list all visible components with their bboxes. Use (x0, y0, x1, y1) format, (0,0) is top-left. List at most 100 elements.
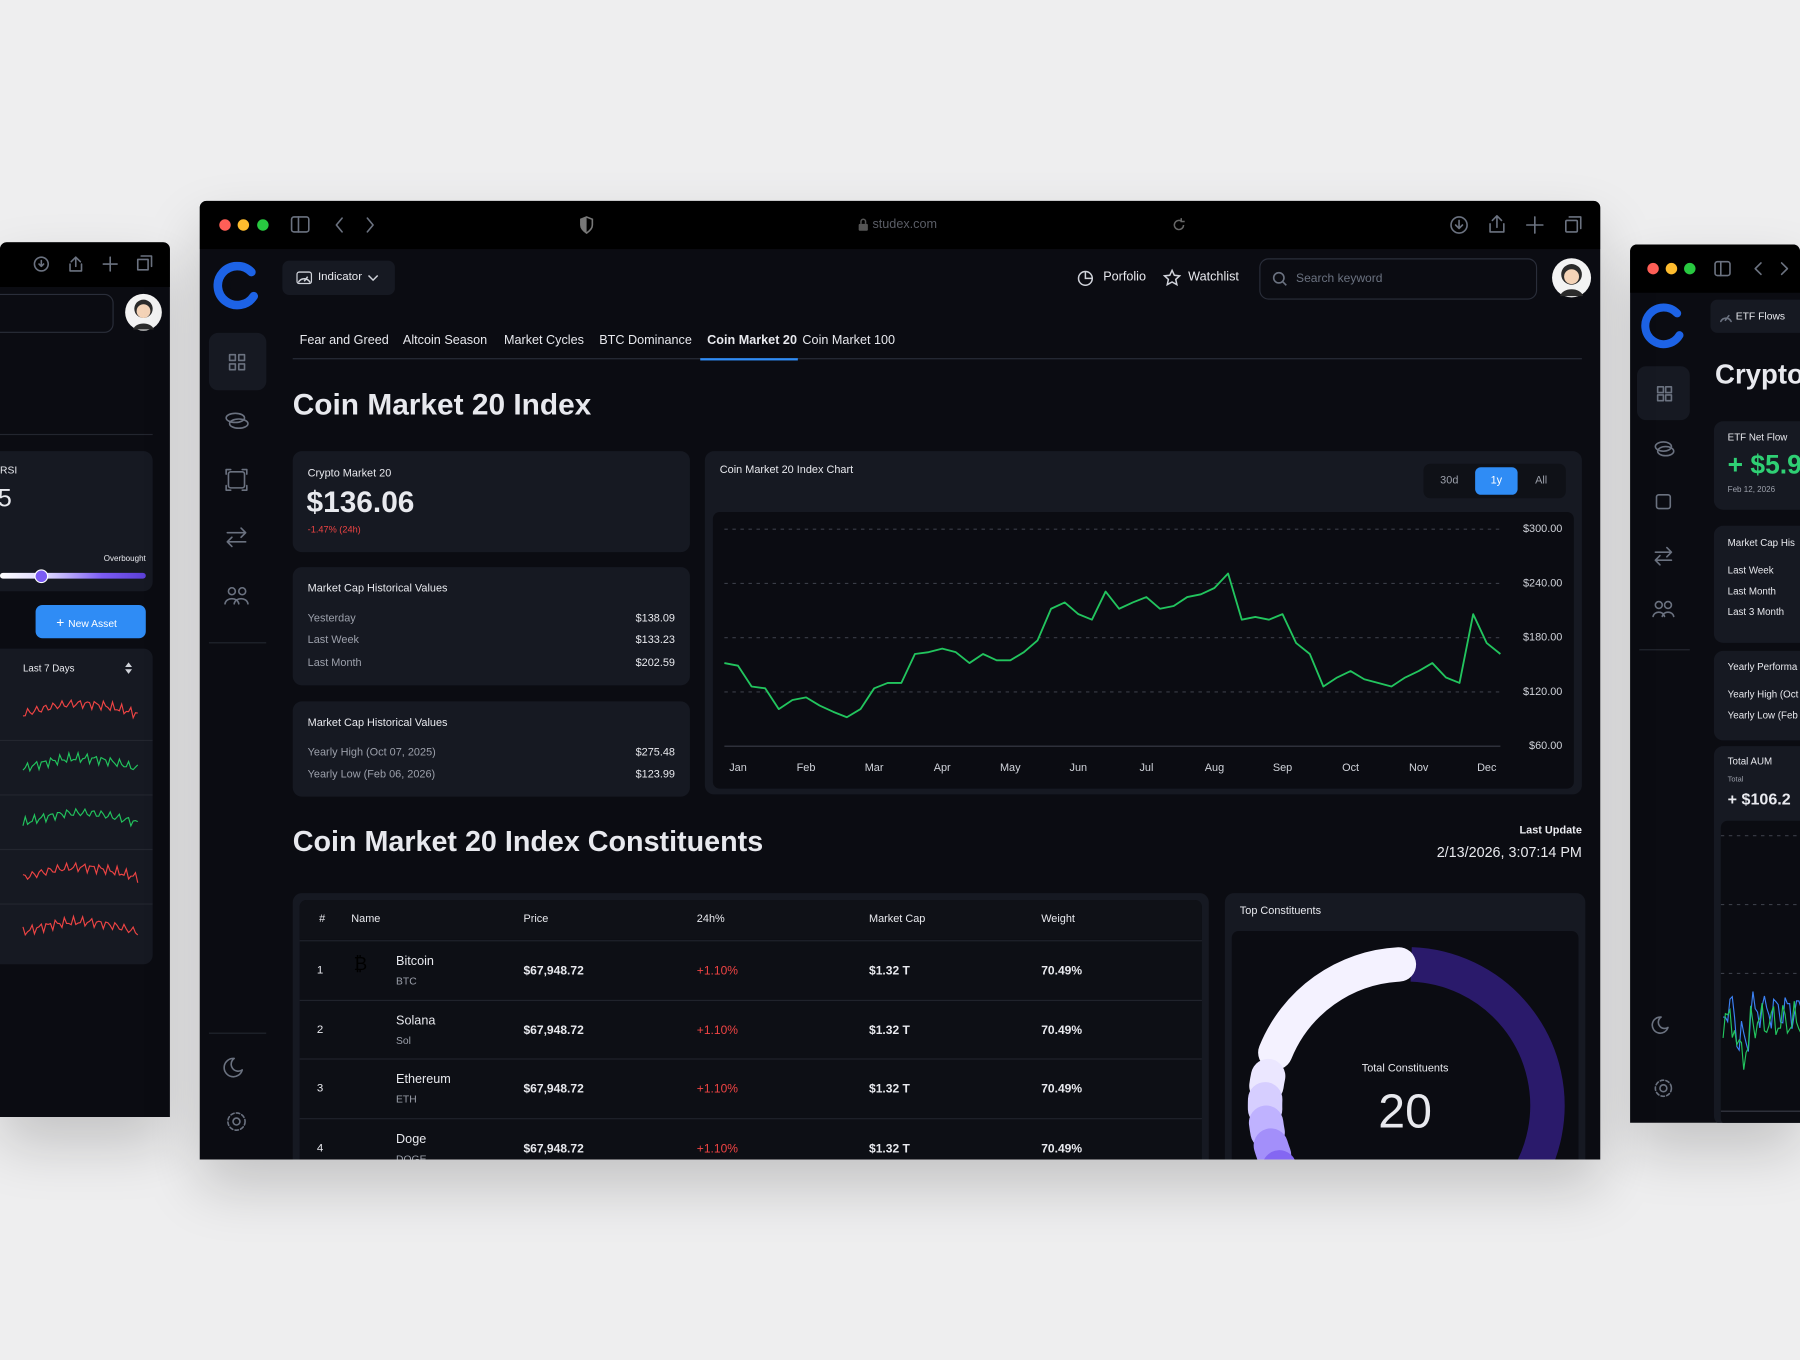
tab[interactable]: Fear and Greed (293, 327, 399, 358)
tab[interactable]: Coin Market 100 (796, 327, 905, 358)
indicator-label: Indicator (317, 270, 363, 284)
sparkline-list (0, 698, 153, 937)
range-button[interactable]: All (1520, 467, 1562, 495)
column-header[interactable]: Weight (1041, 912, 1075, 926)
search-box[interactable] (0, 293, 114, 333)
weight: 70.49% (1041, 1141, 1083, 1156)
table-row[interactable]: 1 ₿ Bitcoin BTC $67,948.72 +1.10% $1.32 T 70.49… (299, 940, 1202, 1001)
etf-value: + $5.9 (1727, 449, 1800, 480)
gauge-icon (296, 271, 313, 285)
tab[interactable]: Market Cycles (497, 327, 595, 358)
lock-icon (858, 218, 868, 231)
y-tick-label: $60.00 (1529, 740, 1562, 752)
coin-symbol: ETH (396, 1093, 417, 1105)
table-card: # Name Price 24h% Market Cap Weight 1 ₿ Bitcoin B… (292, 893, 1209, 1160)
sparkline (22, 861, 139, 883)
avatar[interactable] (124, 293, 163, 332)
column-header[interactable]: Name (351, 912, 381, 926)
minimize-dot[interactable] (1665, 262, 1678, 275)
sparkline (22, 807, 138, 828)
toolbar-icons[interactable] (1445, 212, 1588, 237)
logo[interactable] (213, 261, 262, 310)
coin-icon: ₿ (354, 955, 368, 976)
address-bar-url[interactable]: studex.com (872, 217, 938, 232)
sparkline (22, 914, 139, 937)
minimize-dot[interactable] (237, 219, 250, 231)
period-label[interactable]: Last 7 Days (22, 662, 75, 674)
change: +1.10% (696, 1023, 739, 1038)
donut-segment (1258, 947, 1417, 1070)
rsi-scale (0, 572, 146, 579)
row-value: $133.23 (635, 633, 676, 647)
market-cap: $1.32 T (869, 1141, 910, 1156)
x-tick-label: Dec (1477, 762, 1497, 774)
logo[interactable] (1640, 303, 1686, 349)
tab[interactable]: BTC Dominance (592, 327, 702, 358)
range-button[interactable]: 1y (1475, 467, 1518, 495)
weight: 70.49% (1041, 963, 1083, 978)
tab-label: Coin Market 20 (707, 333, 797, 348)
yearly-card: Yearly Performa Yearly High (Oct Yearly L… (1713, 650, 1800, 741)
rank: 3 (316, 1082, 324, 1096)
watchlist-link[interactable]: Watchlist (1162, 266, 1249, 289)
x-tick-label: Jan (729, 762, 747, 774)
line-chart: $300.00 $240.00 $180.00 $120.00 $60.00 Jan Feb… (724, 523, 1562, 774)
history-row: Last Week (1727, 564, 1774, 576)
x-tick-label: Nov (1409, 762, 1429, 774)
active-nav[interactable] (208, 332, 267, 391)
total-label: Total Constituents (1361, 1062, 1449, 1075)
chart-panel: $300.00 $240.00 $180.00 $120.00 $60.00 Jan Feb… (712, 511, 1574, 789)
aum-value: + $106.2 (1727, 789, 1791, 809)
table-header-row (299, 900, 1202, 940)
yearly-row: Yearly Low (Feb (1727, 709, 1798, 721)
indicator-dropdown[interactable]: Indicator (282, 260, 395, 296)
row-value: $202.59 (635, 656, 676, 670)
etf-date: Feb 12, 2026 (1727, 486, 1776, 495)
nav-buttons[interactable] (289, 214, 381, 237)
new-asset-button[interactable]: + New Asset (35, 604, 146, 639)
constituents-table: # Name Price 24h% Market Cap Weight 1 ₿ Bitcoin B… (299, 900, 1202, 1160)
tab[interactable]: Coin Market 20 (700, 327, 798, 361)
card-title: Market Cap Historical Values (307, 716, 448, 730)
sidebar-icons (1639, 386, 1690, 1098)
close-dot[interactable] (219, 219, 231, 231)
market-cap: $1.32 T (869, 963, 910, 978)
table-row[interactable]: 2 Solana Sol $67,948.72 +1.10% $1.32 T 70.49% (299, 999, 1202, 1061)
price-change: -1.47% (24h) (307, 524, 361, 535)
aum-label: Total (1727, 775, 1744, 784)
portfolio-link[interactable]: Porfolio (1077, 266, 1150, 289)
range-button[interactable]: 30d (1428, 467, 1470, 495)
zoom-dot[interactable] (257, 219, 269, 231)
portfolio-icon (1077, 270, 1094, 287)
coin-symbol: DOGE (396, 1153, 427, 1160)
shield-icon (580, 216, 594, 235)
top-constituents-card: Top Constituents Total Constituents 20 (1224, 893, 1586, 1160)
column-header[interactable]: 24h% (696, 912, 725, 926)
last-update-label: Last Update (1519, 824, 1582, 838)
search-box[interactable]: Search keyword (1259, 258, 1538, 300)
avatar[interactable] (1551, 257, 1592, 298)
x-tick-label: Sep (1273, 762, 1292, 774)
yearly-title: Yearly Performa (1727, 660, 1798, 673)
coin-symbol: Sol (396, 1034, 411, 1047)
indicator-dropdown[interactable]: ETF Flows (1710, 299, 1800, 333)
column-header[interactable]: Price (523, 912, 549, 926)
zoom-dot[interactable] (1684, 262, 1696, 275)
overbought-label: Overbought (103, 555, 146, 564)
table-row[interactable]: 4 Doge DOGE $67,948.72 +1.10% $1.32 T 70.49% (299, 1118, 1202, 1160)
tab[interactable]: Altcoin Season (396, 327, 499, 358)
search-icon (1272, 271, 1287, 286)
rank: 1 (316, 964, 324, 977)
plus-icon: + (56, 614, 69, 631)
etf-label: ETF Net Flow (1727, 431, 1788, 443)
aum-card: Total AUM Total + $106.2 (1713, 746, 1800, 1123)
close-dot[interactable] (1647, 262, 1659, 275)
sort-icon[interactable] (124, 661, 133, 675)
reload-icon[interactable] (1170, 216, 1188, 234)
history-title: Market Cap His (1727, 536, 1795, 549)
table-row[interactable]: 3 Ethereum ETH $67,948.72 +1.10% $1.32 T 70.49… (299, 1058, 1202, 1119)
sidebar-icons[interactable] (200, 333, 267, 1160)
column-header[interactable]: Market Cap (869, 912, 926, 926)
x-tick-label: Oct (1342, 762, 1359, 774)
